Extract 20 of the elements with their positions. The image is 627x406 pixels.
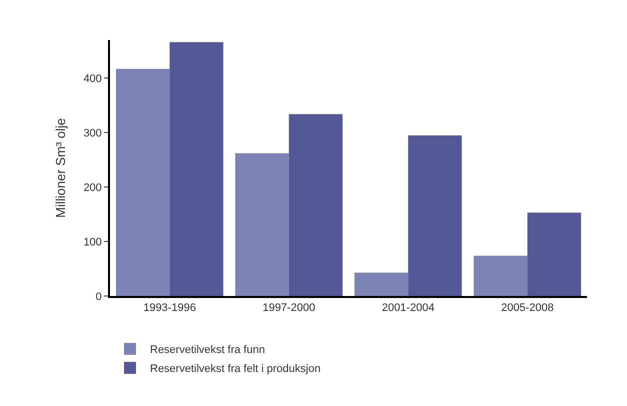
y-tick-label: 300 — [83, 127, 102, 140]
bar — [235, 153, 289, 296]
y-tick-label: 100 — [83, 236, 102, 248]
bar — [474, 256, 528, 296]
y-tick-label: 400 — [83, 72, 102, 85]
y-axis-title: Millioner Sm³ olje — [52, 118, 68, 218]
x-tick-label: 1997-2000 — [262, 302, 316, 314]
legend-label: Reservetilvekst fra felt i produksjon — [150, 363, 321, 376]
bar — [116, 68, 170, 296]
x-tick-label: 2005-2008 — [501, 302, 554, 314]
x-tick-label: 1993-1996 — [143, 302, 196, 314]
bar — [527, 212, 582, 296]
bar — [288, 114, 343, 296]
y-tick-label: 200 — [83, 182, 102, 194]
bar — [354, 272, 408, 296]
legend-label: Reservetilvekst fra funn — [150, 344, 265, 356]
bar — [408, 135, 462, 296]
bar — [170, 42, 224, 296]
x-tick-label: 2001-2004 — [382, 302, 434, 314]
y-tick-label: 0 — [96, 290, 102, 303]
